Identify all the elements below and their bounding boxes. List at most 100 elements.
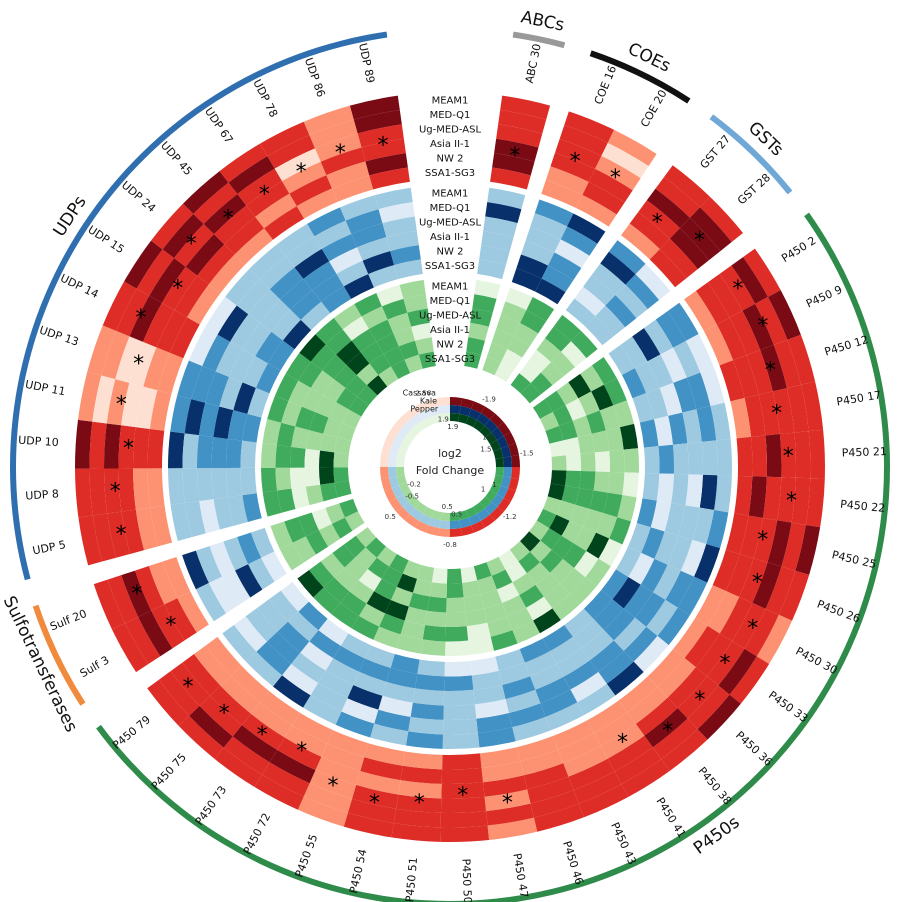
cell-pepper-p450-55-0 xyxy=(373,626,401,649)
legend-seg-kale-14 xyxy=(477,508,490,521)
cell-cassava-gst-28-5 xyxy=(649,249,687,288)
cell-pepper-p450-22-4 xyxy=(564,470,581,489)
legend-tick-pepper-4: -0.2 xyxy=(407,481,421,489)
population-label-cassava-med-q1: MED-Q1 xyxy=(430,110,471,121)
cell-kale-p450-47-4 xyxy=(471,670,503,690)
legend-seg-kale-15 xyxy=(468,513,481,526)
cell-cassava-p450-43-3 xyxy=(563,745,608,777)
cell-cassava-udp-15-2 xyxy=(149,258,186,303)
cell-pepper-p450-38-5 xyxy=(509,541,530,562)
cell-pepper-p450-72-4 xyxy=(381,566,403,587)
cell-kale-udp-13-4 xyxy=(233,382,257,414)
population-label-cassava-asia-ii-1: Asia II-1 xyxy=(430,139,470,150)
cell-pepper-sulf-3-2 xyxy=(305,530,329,555)
cell-kale-udp-10-4 xyxy=(226,438,243,468)
cell-kale-p450-50-1 xyxy=(442,718,478,735)
cell-cassava-p450-30-0 xyxy=(756,614,793,664)
cell-kale-p450-22-1 xyxy=(699,474,718,510)
cell-pepper-p450-47-5 xyxy=(460,566,478,583)
cell-kale-udp-5-5 xyxy=(242,493,262,522)
cell-cassava-udp-5-1 xyxy=(92,513,117,562)
cell-kale-p450-51-4 xyxy=(415,673,445,691)
cell-kale-p450-46-2 xyxy=(505,689,541,714)
cell-kale-udp-10-2 xyxy=(197,435,214,469)
cell-pepper-gst-28-0 xyxy=(571,330,598,359)
cell-cassava-p450-33-5 xyxy=(673,618,708,659)
cell-cassava-coe-20-3 xyxy=(588,168,633,203)
cell-cassava-p450-38-1 xyxy=(652,718,698,760)
cell-pepper-p450-30-0 xyxy=(598,538,623,567)
gene-label-p450-79: P450 79 xyxy=(110,713,153,752)
cell-cassava-p450-2-2 xyxy=(719,265,756,311)
cell-kale-udp-78-4 xyxy=(336,260,369,287)
cell-pepper-p450-54-4 xyxy=(412,578,432,597)
cell-kale-abc-30-4 xyxy=(479,245,510,266)
cell-cassava-udp-11-0 xyxy=(77,371,102,422)
cell-pepper-p450-54-0 xyxy=(396,634,423,654)
cell-kale-udp-11-0 xyxy=(170,395,192,434)
cell-pepper-p450-26-4 xyxy=(556,500,576,521)
cell-pepper-p450-50-3 xyxy=(446,597,466,613)
cell-cassava-udp-86-3 xyxy=(320,147,366,176)
cell-pepper-p450-9-1 xyxy=(591,384,614,411)
cell-pepper-sulf-20-3 xyxy=(311,507,332,531)
cell-pepper-p450-38-0 xyxy=(552,593,580,621)
cell-pepper-coe-16-2 xyxy=(496,315,521,337)
legend-seg-pepper-13 xyxy=(479,496,492,509)
cell-pepper-p450-9-0 xyxy=(603,377,627,406)
cell-kale-p450-73-3 xyxy=(300,641,334,671)
cell-pepper-udp-5-1 xyxy=(277,488,296,513)
cell-cassava-p450-21-0 xyxy=(808,429,825,479)
cell-cassava-p450-47-3 xyxy=(483,775,528,797)
cell-cassava-p450-30-4 xyxy=(707,591,740,634)
cell-kale-p450-73-4 xyxy=(309,630,341,659)
cell-cassava-p450-72-3 xyxy=(277,737,322,771)
cell-kale-p450-30-1 xyxy=(665,570,694,608)
cell-pepper-gst-28-4 xyxy=(530,372,553,395)
cell-cassava-p450-51-3 xyxy=(398,780,442,799)
cell-pepper-udp-78-0 xyxy=(354,292,382,317)
cell-cassava-udp-10-1 xyxy=(89,421,107,469)
cell-kale-udp-67-1 xyxy=(285,236,322,268)
cell-cassava-udp-86-2 xyxy=(315,133,362,162)
cell-kale-p450-12-0 xyxy=(700,367,725,406)
legend-seg-pepper-22 xyxy=(408,496,421,509)
sig-mark-p450-17: * xyxy=(771,402,782,427)
cell-kale-p450-12-1 xyxy=(686,372,711,410)
cell-pepper-p450-9-5 xyxy=(539,412,560,432)
cell-pepper-p450-50-4 xyxy=(446,582,464,599)
cell-pepper-p450-46-0 xyxy=(490,629,518,651)
legend-seg-cassava-11 xyxy=(503,488,516,502)
cell-kale-p450-55-5 xyxy=(365,645,395,668)
legend-seg-pepper-11 xyxy=(489,482,501,494)
cell-cassava-p450-72-4 xyxy=(284,725,328,757)
cell-kale-udp-14-4 xyxy=(242,356,268,388)
sig-mark-udp-8: * xyxy=(110,479,121,504)
cell-kale-p450-72-5 xyxy=(340,633,371,659)
cell-kale-udp-45-5 xyxy=(300,301,331,331)
gene-label-udp-14: UDP 14 xyxy=(58,272,100,301)
legend-seg-kale-21 xyxy=(410,508,423,521)
cell-pepper-p450-17-4 xyxy=(563,437,581,456)
cell-kale-p450-51-5 xyxy=(417,659,445,677)
cell-cassava-p450-17-0 xyxy=(801,381,824,432)
cell-cassava-udp-13-5 xyxy=(157,352,184,394)
cell-cassava-udp-13-2 xyxy=(115,336,144,383)
legend-seg-pepper-1 xyxy=(457,413,469,424)
cell-kale-udp-45-1 xyxy=(259,255,295,290)
cell-cassava-udp-8-4 xyxy=(133,468,151,510)
cell-pepper-p450-50-2 xyxy=(445,611,467,627)
cell-cassava-p450-51-4 xyxy=(400,765,443,784)
cell-kale-p450-75-1 xyxy=(256,641,292,676)
cell-kale-p450-12-3 xyxy=(659,382,683,416)
sig-mark-gst-27: * xyxy=(652,211,663,236)
cell-pepper-p450-22-5 xyxy=(550,470,567,486)
cell-cassava-gst-27-3 xyxy=(638,200,680,239)
legend-seg-cassava-34 xyxy=(426,398,440,409)
cell-cassava-p450-9-1 xyxy=(755,296,788,345)
cell-pepper-p450-46-2 xyxy=(483,602,508,623)
cell-pepper-udp-15-2 xyxy=(310,370,335,396)
cell-kale-gst-28-3 xyxy=(605,295,637,328)
legend-seg-cassava-32 xyxy=(405,406,419,420)
cell-cassava-p450-33-0 xyxy=(729,656,770,704)
